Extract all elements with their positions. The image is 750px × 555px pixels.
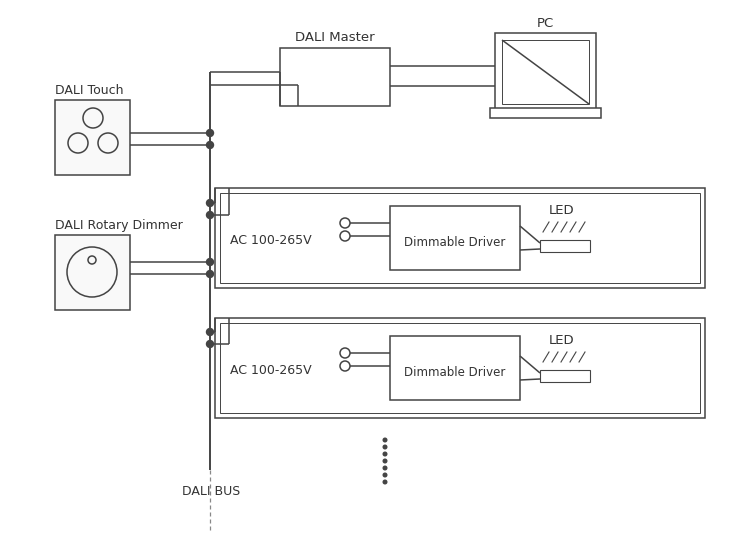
Circle shape — [206, 270, 214, 278]
Text: DALI BUS: DALI BUS — [182, 485, 240, 498]
Circle shape — [88, 256, 96, 264]
Circle shape — [68, 133, 88, 153]
Circle shape — [206, 211, 214, 219]
FancyBboxPatch shape — [215, 318, 705, 418]
Circle shape — [383, 452, 387, 456]
Circle shape — [206, 341, 214, 347]
FancyBboxPatch shape — [490, 108, 601, 118]
FancyBboxPatch shape — [220, 193, 700, 283]
Text: PC: PC — [537, 17, 554, 30]
Circle shape — [83, 108, 103, 128]
FancyBboxPatch shape — [220, 323, 700, 413]
Circle shape — [98, 133, 118, 153]
Text: LED: LED — [549, 334, 574, 347]
Circle shape — [206, 329, 214, 336]
FancyBboxPatch shape — [55, 235, 130, 310]
Text: AC 100-265V: AC 100-265V — [230, 365, 312, 377]
FancyBboxPatch shape — [502, 40, 589, 104]
Text: Dimmable Driver: Dimmable Driver — [404, 235, 506, 249]
Circle shape — [383, 480, 387, 484]
FancyBboxPatch shape — [390, 206, 520, 270]
Circle shape — [383, 438, 387, 442]
Circle shape — [206, 142, 214, 149]
FancyBboxPatch shape — [495, 33, 596, 111]
Circle shape — [206, 129, 214, 137]
Circle shape — [340, 361, 350, 371]
FancyBboxPatch shape — [55, 100, 130, 175]
FancyBboxPatch shape — [540, 240, 590, 252]
Text: AC 100-265V: AC 100-265V — [230, 235, 312, 248]
FancyBboxPatch shape — [390, 336, 520, 400]
Circle shape — [383, 459, 387, 463]
Text: DALI Touch: DALI Touch — [55, 84, 124, 97]
Circle shape — [206, 199, 214, 206]
Circle shape — [383, 445, 387, 449]
FancyBboxPatch shape — [215, 188, 705, 288]
Text: LED: LED — [549, 204, 574, 217]
Circle shape — [67, 247, 117, 297]
Circle shape — [206, 259, 214, 265]
FancyBboxPatch shape — [280, 48, 390, 106]
FancyBboxPatch shape — [540, 370, 590, 382]
Text: DALI Master: DALI Master — [296, 31, 375, 44]
Text: Dimmable Driver: Dimmable Driver — [404, 366, 506, 379]
Text: DALI Rotary Dimmer: DALI Rotary Dimmer — [55, 219, 183, 232]
Circle shape — [383, 466, 387, 470]
Circle shape — [340, 348, 350, 358]
Circle shape — [340, 231, 350, 241]
Circle shape — [340, 218, 350, 228]
Circle shape — [383, 473, 387, 477]
